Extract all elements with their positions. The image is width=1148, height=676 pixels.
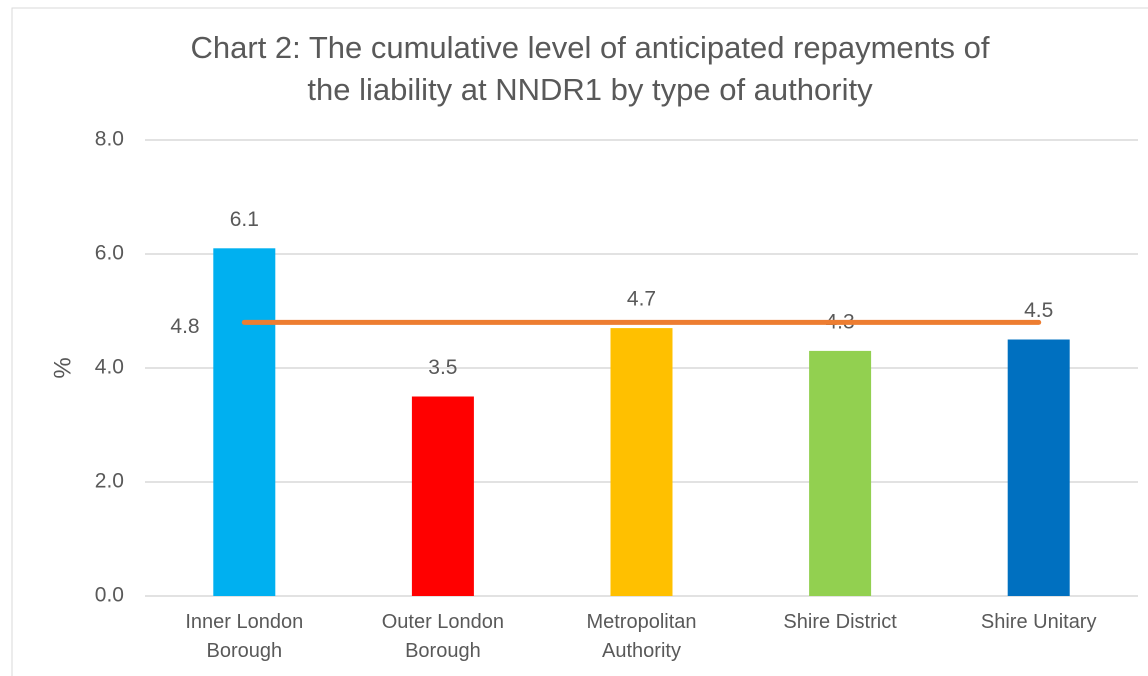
- data-label: 4.5: [1024, 299, 1053, 322]
- bar: [1007, 339, 1070, 596]
- y-tick-label: 0.0: [95, 584, 124, 607]
- x-tick-label: Shire District: [783, 611, 897, 633]
- chart-border: [11, 7, 1148, 676]
- x-tick-label: Inner London Borough: [185, 611, 304, 662]
- bar: [610, 328, 673, 596]
- average-label: 4.8: [170, 315, 199, 338]
- y-tick-label: 4.0: [95, 356, 124, 379]
- data-label: 6.1: [230, 208, 259, 231]
- y-tick-label: 6.0: [95, 242, 124, 265]
- bar: [411, 396, 474, 596]
- x-tick-label: Outer London Borough: [381, 611, 505, 662]
- y-tick-label: 8.0: [95, 128, 124, 151]
- y-tick-label: 2.0: [95, 470, 124, 493]
- data-label: 4.7: [627, 288, 656, 311]
- x-tick-label: Shire Unitary: [980, 611, 1097, 633]
- bar: [213, 248, 276, 597]
- chart-title: the liability at NNDR1 by type of author…: [307, 72, 873, 107]
- data-label: 3.5: [428, 356, 457, 379]
- x-tick-label: Metropolitan Authority: [586, 611, 697, 662]
- bar: [809, 350, 872, 596]
- chart-title: Chart 2: The cumulative level of anticip…: [191, 30, 990, 65]
- y-axis-label: %: [49, 357, 76, 378]
